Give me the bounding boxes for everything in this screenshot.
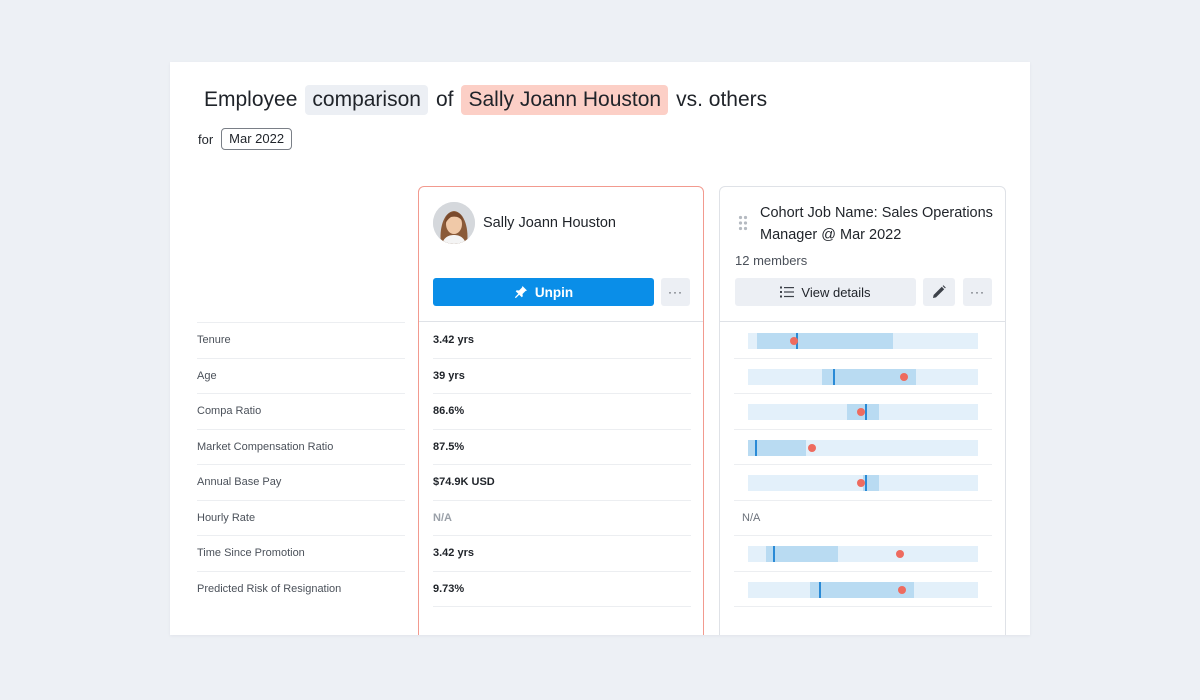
metric-label: Annual Base Pay <box>197 464 405 500</box>
metric-na: N/A <box>734 501 992 536</box>
metric-label: Compa Ratio <box>197 393 405 429</box>
view-details-button[interactable]: View details <box>735 278 916 306</box>
distribution-track <box>748 475 978 491</box>
distribution-track <box>748 333 978 349</box>
cohort-median-marker <box>865 475 868 491</box>
page-title: Employee comparison of Sally Joann Houst… <box>204 83 767 117</box>
cohort-range <box>821 368 916 385</box>
metric-label: Tenure <box>197 322 405 358</box>
metric-distribution <box>734 323 992 359</box>
metric-labels: Tenure Age Compa Ratio Market Compensati… <box>197 322 405 606</box>
employee-point[interactable] <box>856 479 865 487</box>
cohort-median-marker <box>773 546 776 562</box>
employee-point[interactable] <box>898 585 907 594</box>
metric-distribution <box>734 430 992 465</box>
cohort-range <box>748 439 806 456</box>
list-icon <box>780 286 795 298</box>
employee-column: Sally Joann Houston Unpin ··· 3.42 yrs 3… <box>418 186 704 635</box>
date-row: for Mar 2022 <box>198 128 293 150</box>
comparison-card: Employee comparison of Sally Joann Houst… <box>170 62 1030 635</box>
cohort-range <box>810 581 914 598</box>
metric-value: 3.42 yrs <box>433 536 691 572</box>
cohort-median-marker <box>833 368 836 385</box>
metric-label: Age <box>197 357 405 394</box>
title-word-employee: Employee <box>204 88 298 111</box>
cohort-range <box>757 333 893 349</box>
cohort-median-marker <box>754 439 757 456</box>
metric-value: N/A <box>433 501 691 536</box>
cohort-median-marker <box>819 581 822 598</box>
employee-point[interactable] <box>790 337 798 345</box>
edit-button[interactable] <box>923 278 955 306</box>
metric-distribution <box>734 572 992 607</box>
metric-label: Market Compensation Ratio <box>197 428 405 465</box>
title-word-of: of <box>435 88 454 111</box>
cohort-distribution-bars: N/A <box>734 323 992 607</box>
pencil-icon <box>933 285 946 298</box>
employee-point[interactable] <box>900 372 909 381</box>
divider <box>720 321 1005 322</box>
pin-icon <box>514 286 527 299</box>
employee-more-button[interactable]: ··· <box>661 278 690 306</box>
employee-point[interactable] <box>856 408 865 416</box>
comparison-type-selector[interactable]: comparison <box>305 85 428 115</box>
employee-selector[interactable]: Sally Joann Houston <box>461 85 669 115</box>
metric-distribution <box>734 465 992 501</box>
metric-value: 39 yrs <box>433 359 691 394</box>
divider <box>419 321 703 322</box>
cohort-column: Cohort Job Name: Sales Operations Manage… <box>719 186 1006 635</box>
employee-point[interactable] <box>895 550 904 558</box>
cohort-range <box>766 546 838 562</box>
cohort-title: Cohort Job Name: Sales Operations Manage… <box>760 205 993 243</box>
unpin-button[interactable]: Unpin <box>433 278 654 306</box>
metric-value: 86.6% <box>433 394 691 430</box>
metric-value: 3.42 yrs <box>433 323 691 359</box>
drag-handle-icon[interactable] <box>738 215 748 236</box>
metric-distribution <box>734 536 992 572</box>
cohort-median-marker <box>865 404 868 420</box>
unpin-label: Unpin <box>534 284 574 300</box>
metric-value: 9.73% <box>433 572 691 607</box>
employee-name: Sally Joann Houston <box>483 215 616 231</box>
metric-distribution <box>734 359 992 394</box>
distribution-track <box>748 404 978 420</box>
for-label: for <box>198 131 214 147</box>
metric-label: Time Since Promotion <box>197 535 405 571</box>
metric-label: Predicted Risk of Resignation <box>197 570 405 607</box>
employee-values: 3.42 yrs 39 yrs 86.6% 87.5% $74.9K USD N… <box>433 323 691 607</box>
metric-label: Hourly Rate <box>197 499 405 536</box>
distribution-track <box>748 546 978 562</box>
distribution-track <box>748 581 978 598</box>
view-details-label: View details <box>801 284 871 300</box>
metric-distribution <box>734 394 992 430</box>
cohort-more-button[interactable]: ··· <box>963 278 992 306</box>
metric-value: 87.5% <box>433 430 691 465</box>
member-count: 12 members <box>735 253 808 268</box>
metric-value: $74.9K USD <box>433 465 691 501</box>
title-word-vs-others: vs. others <box>676 88 768 111</box>
distribution-track <box>748 368 978 385</box>
employee-point[interactable] <box>808 443 817 452</box>
avatar <box>433 202 475 244</box>
distribution-track <box>748 439 978 456</box>
date-selector[interactable]: Mar 2022 <box>221 128 293 150</box>
